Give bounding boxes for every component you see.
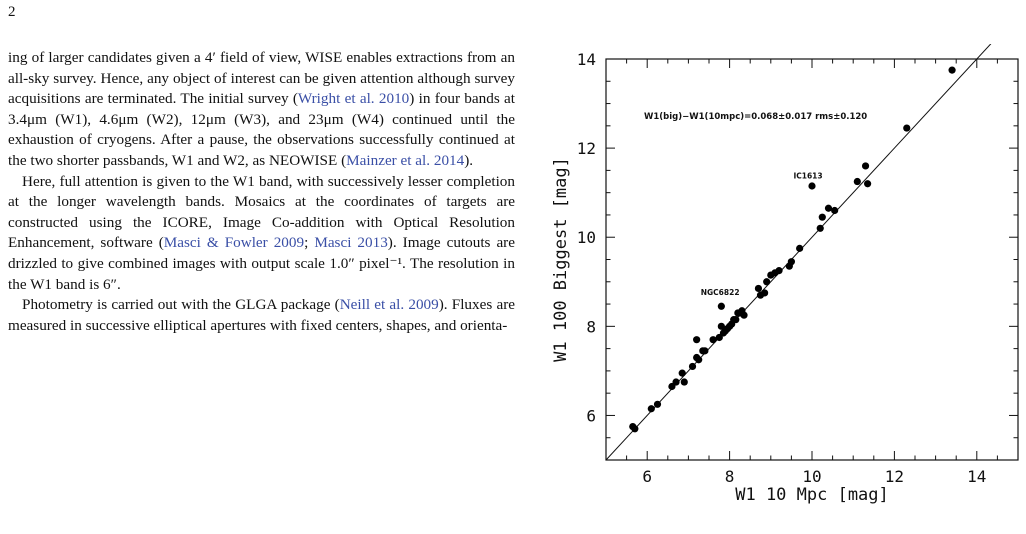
data-point (647, 405, 655, 413)
paragraph-text: ; (304, 234, 315, 252)
paragraph-text: ). Fluxes are measured in successive ell… (8, 296, 515, 334)
point-label: IC1613 (793, 171, 822, 180)
y-tick-label: 8 (586, 317, 596, 336)
data-point (680, 378, 688, 386)
data-point (672, 378, 680, 386)
citation-link[interactable]: Masci & Fowler 2009 (163, 234, 305, 252)
x-axis-label: W1 10 Mpc [mag] (735, 485, 889, 505)
paragraph: ing of larger candidates given a 4′ fiel… (8, 48, 515, 172)
paragraph-text: ). (464, 151, 474, 169)
paragraph-text: ). Image cutouts are drizzled to give co… (8, 234, 515, 293)
data-point (688, 362, 697, 371)
data-point (824, 204, 833, 212)
y-tick-label: 12 (577, 139, 596, 158)
scatter-figure: 6 8 10 12 14 6 8 10 12 14 IC1613 NGC6822 W1(big)−W… (548, 44, 1026, 534)
data-point (754, 284, 763, 293)
citation-link[interactable]: Mainzer et al. 2014 (346, 151, 465, 169)
page-number: 2 (8, 4, 16, 20)
citation-link[interactable]: Neill et al. 2009 (339, 296, 439, 314)
y-axis-label: W1 100 Biggest [mag] (551, 157, 571, 362)
citation-link[interactable]: Wright et al. 2010 (297, 90, 410, 108)
identity-line (605, 44, 992, 461)
data-point (631, 425, 639, 433)
data-point (831, 206, 839, 215)
data-point (948, 66, 956, 74)
data-point (853, 177, 861, 186)
data-point (816, 224, 824, 232)
data-point (796, 244, 804, 252)
data-point (653, 400, 662, 408)
data-point (717, 302, 725, 310)
data-point (808, 182, 816, 190)
fit-annotation: W1(big)−W1(10mpc)=0.068±0.017 rms±0.120 (644, 112, 867, 122)
data-point (775, 267, 783, 275)
data-point (678, 369, 686, 377)
point-label: NGC6822 (701, 288, 740, 297)
paragraph-text: ing of larger candidates given a 4′ fiel… (8, 49, 515, 108)
paragraph-text: ) in four bands at 3.4μm (W1), 4.6μm (W2… (8, 90, 515, 169)
y-tick-label: 6 (586, 406, 596, 425)
x-tick-label: 6 (642, 467, 652, 486)
data-point (693, 336, 701, 344)
scatter-chart: 6 8 10 12 14 6 8 10 12 14 IC1613 NGC6822 W1(big)−W… (551, 44, 1019, 505)
citation-link[interactable]: Masci 2013 (314, 234, 388, 252)
data-point (903, 124, 911, 132)
x-tick-label: 12 (885, 467, 904, 486)
paragraph: Photometry is carried out with the GLGA … (8, 295, 515, 336)
x-tick-label: 10 (802, 467, 821, 486)
paragraph-text: Here, full attention is given to the W1 … (8, 172, 515, 252)
y-tick-label: 14 (577, 50, 596, 69)
x-tick-label: 8 (725, 467, 735, 486)
data-point (740, 311, 748, 319)
text-column: ing of larger candidates given a 4′ fiel… (8, 48, 515, 336)
data-point (701, 347, 709, 355)
data-point (709, 336, 717, 344)
paragraph: Here, full attention is given to the W1 … (8, 172, 515, 296)
y-tick-label: 10 (577, 228, 596, 247)
data-point (818, 213, 826, 221)
data-point (761, 289, 769, 297)
data-point (864, 180, 872, 188)
paragraph-text: Photometry is carried out with the GLGA … (22, 296, 340, 314)
data-point (695, 356, 703, 364)
data-point (732, 316, 740, 324)
data-point (763, 278, 771, 286)
data-point (861, 162, 870, 170)
x-tick-label: 14 (967, 467, 986, 486)
data-point (787, 258, 795, 266)
